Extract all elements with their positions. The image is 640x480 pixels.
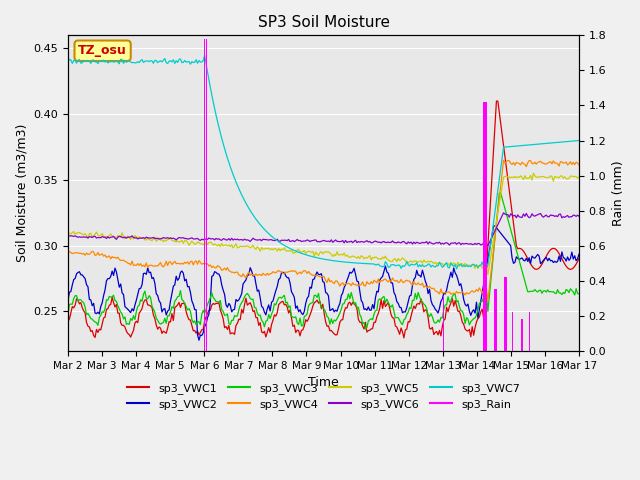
Bar <box>529 312 530 351</box>
X-axis label: Time: Time <box>308 376 339 389</box>
Title: SP3 Soil Moisture: SP3 Soil Moisture <box>257 15 390 30</box>
Bar <box>496 289 497 351</box>
Bar <box>443 297 444 351</box>
Bar <box>506 277 507 351</box>
Y-axis label: Rain (mm): Rain (mm) <box>612 160 625 226</box>
Legend: sp3_VWC1, sp3_VWC2, sp3_VWC3, sp3_VWC4, sp3_VWC5, sp3_VWC6, sp3_VWC7, sp3_Rain: sp3_VWC1, sp3_VWC2, sp3_VWC3, sp3_VWC4, … <box>122 378 525 415</box>
Y-axis label: Soil Moisture (m3/m3): Soil Moisture (m3/m3) <box>15 124 28 262</box>
Text: TZ_osu: TZ_osu <box>78 44 127 57</box>
Bar <box>484 102 486 351</box>
Bar <box>205 39 207 351</box>
Bar <box>204 39 205 351</box>
Bar <box>483 102 484 351</box>
Bar <box>504 277 506 351</box>
Bar <box>486 102 487 351</box>
Bar <box>522 319 523 351</box>
Bar <box>511 312 513 351</box>
